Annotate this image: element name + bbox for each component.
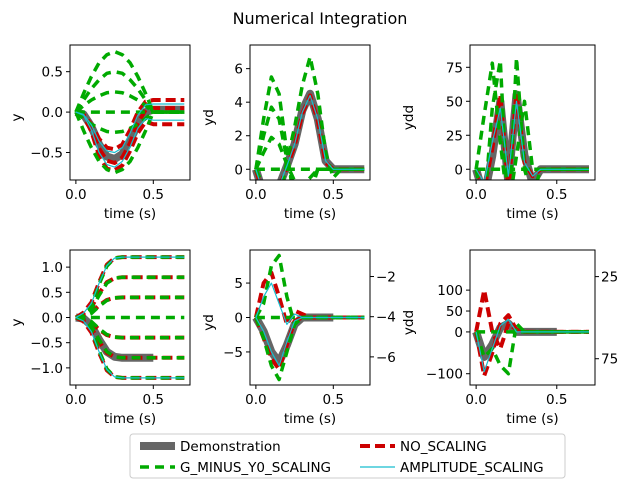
x-axis-label: time (s) (284, 411, 336, 427)
legend-box (129, 433, 566, 479)
y-tick-label: 2 (234, 129, 243, 145)
y-axis-label: yd (201, 314, 217, 331)
series-group (74, 255, 185, 380)
y-tick-label: 6 (234, 62, 243, 78)
y-tick-label: 5 (234, 276, 243, 292)
x-tick-label: 0.5 (143, 392, 164, 408)
subplot-3: 0.0 0.5 75 50 25 0 time (s) ydd (401, 44, 596, 222)
twin-y-tick-label: 75 (601, 352, 618, 368)
subplot-6: 0.0 0.5 100 50 0 −100 25 75 time (s) ydd (401, 249, 618, 427)
series-line-amplitude-scaling (75, 103, 185, 154)
twin-y-tick-label: −4 (376, 310, 396, 326)
series-group (252, 55, 365, 180)
series-line-amplitude-scaling (475, 100, 589, 180)
y-tick-label: −5 (223, 345, 243, 361)
x-tick-label: 0.5 (546, 187, 567, 203)
x-tick-label: 0.0 (465, 392, 486, 408)
y-tick-label: 4 (234, 95, 243, 111)
y-tick-label: −1.0 (30, 361, 63, 377)
axes-frame (249, 44, 371, 181)
x-tick-label: 0.0 (465, 187, 486, 203)
legend-label: NO_SCALING (400, 439, 487, 455)
series-line-g-minus-y0-scaling (75, 315, 185, 360)
series-line-amplitude-scaling (255, 94, 365, 180)
series-line-amplitude-scaling (75, 316, 185, 379)
x-tick-label: 0.5 (143, 187, 164, 203)
axes-frame (469, 44, 596, 181)
y-tick-label: 0.5 (42, 285, 63, 301)
x-axis-label: time (s) (506, 411, 558, 427)
series-line-g-minus-y0-scaling (75, 315, 185, 340)
axes-layer: 0.0 0.5 0.5 0.0 −0.5 time (s) y 0.0 0.5 6 4 2 0 time … (9, 44, 618, 427)
legend: Demonstration NO_SCALING G_MINUS_Y0_SCALIN… (129, 433, 566, 479)
figure-title: Numerical Integration (233, 9, 408, 28)
y-tick-label: 0 (234, 162, 243, 178)
twin-y-tick-label: 25 (601, 270, 618, 286)
subplot-1: 0.0 0.5 0.5 0.0 −0.5 time (s) y (9, 44, 191, 222)
subplot-2: 0.0 0.5 6 4 2 0 time (s) yd (201, 44, 371, 222)
x-tick-label: 0.0 (65, 187, 86, 203)
x-tick-label: 0.5 (323, 392, 344, 408)
plot-area (470, 250, 595, 385)
x-tick-label: 0.5 (546, 392, 567, 408)
x-axis-label: time (s) (506, 206, 558, 222)
series-group (74, 49, 185, 175)
series-line-g-minus-y0-scaling (74, 90, 185, 114)
subplot-5: 0.0 0.5 5 0 −5 −2 −4 −6 time (s) yd (201, 249, 396, 427)
x-tick-label: 0.0 (245, 392, 266, 408)
y-tick-label: 0.0 (42, 311, 63, 327)
series-group (472, 56, 589, 180)
series-line-g-minus-y0-scaling (75, 275, 185, 320)
y-axis-label: yd (201, 109, 217, 126)
series-line-g-minus-y0-scaling (254, 135, 365, 180)
series-line-g-minus-y0-scaling (74, 110, 185, 135)
y-tick-label: −0.5 (30, 336, 63, 352)
y-tick-label: 0.0 (42, 105, 63, 121)
y-tick-label: 100 (437, 283, 463, 299)
x-axis-label: time (s) (104, 411, 156, 427)
y-axis-label: ydd (401, 310, 417, 335)
x-tick-label: 0.0 (245, 187, 266, 203)
legend-label: G_MINUS_Y0_SCALING (180, 460, 331, 476)
x-axis-label: time (s) (284, 206, 336, 222)
x-axis-label: time (s) (104, 206, 156, 222)
twin-y-tick-label: −2 (376, 270, 396, 286)
y-tick-label: 0 (454, 162, 463, 178)
y-axis-label: y (9, 319, 25, 327)
y-tick-label: −100 (426, 367, 463, 383)
y-tick-label: 75 (446, 60, 463, 76)
subplot-4: 0.0 0.5 1.0 0.5 0.0 −0.5 −1.0 time (s) y (9, 249, 191, 427)
y-tick-label: −0.5 (30, 146, 63, 162)
y-tick-label: 1.0 (42, 260, 63, 276)
y-tick-label: 0.5 (42, 65, 63, 81)
series-line-amplitude-scaling (75, 256, 185, 319)
plot-area (250, 45, 370, 180)
series-group (252, 253, 365, 382)
x-tick-label: 0.5 (323, 187, 344, 203)
series-line-amplitude-scaling (475, 318, 589, 373)
y-tick-label: 0 (234, 311, 243, 327)
y-tick-label: 0 (454, 325, 463, 341)
series-line-g-minus-y0-scaling (74, 110, 185, 175)
legend-label: Demonstration (180, 439, 281, 455)
series-line-amplitude-scaling (255, 316, 365, 367)
series-line-g-minus-y0-scaling (75, 295, 185, 320)
y-tick-label: 50 (446, 304, 463, 320)
series-group (472, 288, 589, 378)
series-line-no-scaling (74, 110, 185, 173)
y-axis-label: ydd (401, 105, 417, 130)
series-line-amplitude-scaling (75, 111, 185, 168)
y-tick-label: 25 (446, 128, 463, 144)
series-line-g-minus-y0-scaling (74, 49, 185, 114)
y-axis-label: y (9, 114, 25, 122)
y-tick-label: 50 (446, 94, 463, 110)
legend-label: AMPLITUDE_SCALING (400, 460, 544, 476)
twin-y-tick-label: −6 (376, 350, 396, 366)
x-tick-label: 0.0 (65, 392, 86, 408)
axes-frame (469, 249, 596, 386)
